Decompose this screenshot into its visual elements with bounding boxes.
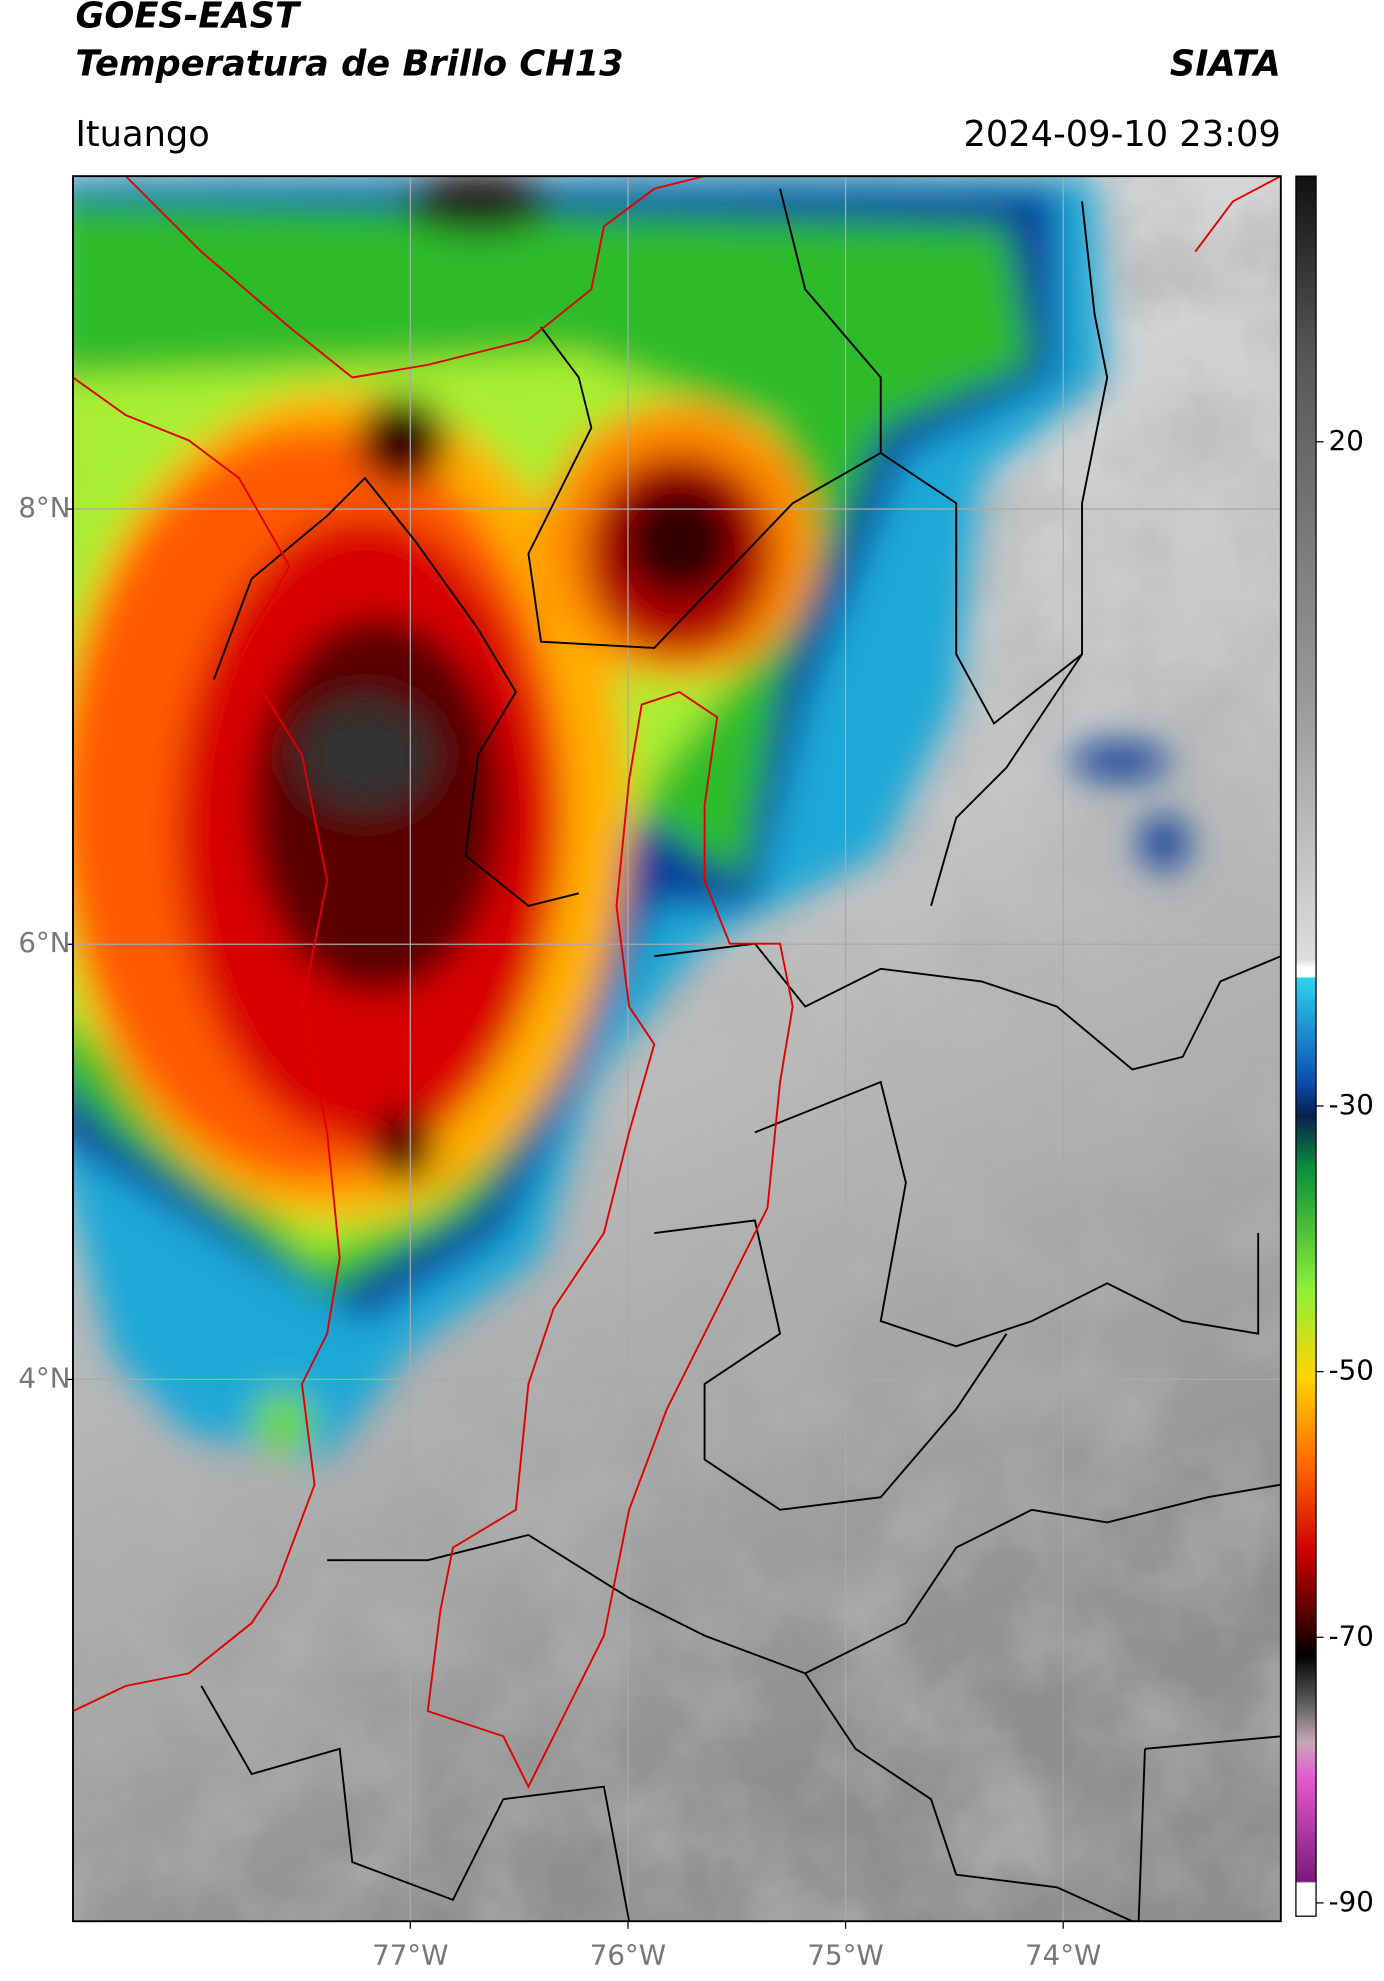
red-borders	[72, 176, 1281, 1789]
colorbar-tick-label: -30	[1329, 1088, 1374, 1121]
title: GOES-EAST	[75, 0, 302, 37]
axis-ticks: 77°W 76°W 75°W 74°W 8°N 6°N 4°N	[18, 491, 1101, 1971]
x-tick-label: 76°W	[590, 1938, 666, 1971]
brand: SIATA	[1170, 43, 1281, 84]
colorbar-tick-label: 20	[1329, 424, 1364, 457]
colorbar-tick-label: -70	[1329, 1619, 1374, 1652]
y-tick-label: 8°N	[18, 491, 70, 524]
subtitle: Temperatura de Brillo CH13	[75, 43, 623, 84]
y-tick-label: 4°N	[18, 1361, 70, 1394]
colorbar-ticks: 20 -30 -50 -70 -90	[1316, 424, 1374, 1918]
x-tick-label: 74°W	[1025, 1938, 1101, 1971]
colorbar-tick-label: -50	[1329, 1354, 1374, 1387]
datetime: 2024-09-10 23:09	[963, 114, 1280, 155]
y-tick-label: 6°N	[18, 926, 70, 959]
x-tick-label: 75°W	[807, 1938, 883, 1971]
colorbar-tick-label: -90	[1329, 1885, 1374, 1918]
satellite-image	[72, 176, 1281, 1922]
x-tick-label: 77°W	[372, 1938, 448, 1971]
graticule	[72, 176, 1281, 1922]
location: Ituango	[75, 114, 209, 155]
map-frame	[72, 175, 1282, 1923]
borders	[200, 188, 1281, 1922]
colorbar	[1295, 175, 1317, 1917]
